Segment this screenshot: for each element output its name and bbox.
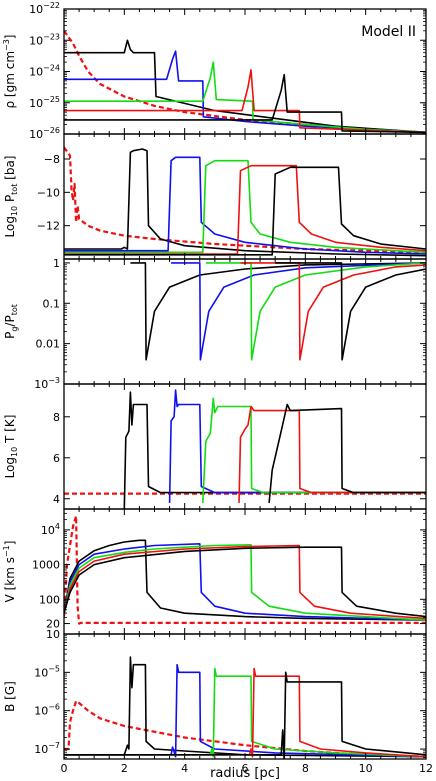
y-axis-label: V [km s−1] <box>2 541 17 603</box>
series-line-blue-2 <box>64 663 426 758</box>
series-line-initial-0 <box>64 700 426 758</box>
series-line-blue-1 <box>171 262 426 361</box>
y-tick-label: 4 <box>53 493 60 506</box>
series-line-initial-0 <box>64 514 426 625</box>
series-line-red-3 <box>240 262 426 361</box>
x-axis-label: radius [pc] <box>210 766 280 781</box>
y-axis-label: Log10 T [K] <box>3 415 19 479</box>
series-line-red-4 <box>64 544 426 620</box>
panel-pressure: −8 −10 −12 Log10 Ptot [ba] <box>3 133 427 260</box>
series-line-black-1 <box>64 539 426 621</box>
series-line-black-5 <box>268 403 426 503</box>
series-line-red-4 <box>64 69 426 134</box>
y-tick-label: 10−23 <box>29 32 60 47</box>
series-line-black-1 <box>64 656 426 758</box>
x-tick-label: 2 <box>121 762 128 775</box>
y-tick-label: −8 <box>44 153 60 166</box>
series-line-initial-0 <box>64 146 426 254</box>
y-axis-label: ρ [gm cm−3] <box>2 34 17 108</box>
y-axis-label: Log10 Ptot [ba] <box>3 155 19 237</box>
model-annotation: Model II <box>361 24 416 40</box>
panel-frame <box>63 383 427 510</box>
x-tick-label: 4 <box>181 762 188 775</box>
y-tick-label: 20 <box>46 618 60 631</box>
x-tick-label: 6 <box>242 762 249 775</box>
panel-series <box>64 656 426 759</box>
series-line-red-4 <box>238 405 426 503</box>
panel-frame <box>63 258 427 385</box>
y-tick-label: 100 <box>39 593 60 606</box>
series-line-black-1 <box>123 391 426 509</box>
y-tick-label: −12 <box>37 220 60 233</box>
y-axis-label: Pg/Ptot <box>3 304 19 339</box>
y-tick-label: 8 <box>53 411 60 424</box>
series-line-blue-2 <box>64 156 426 255</box>
series-line-black-5 <box>64 671 426 759</box>
panel-frame <box>63 133 427 260</box>
series-line-black-4 <box>275 262 426 361</box>
panel-series <box>130 262 426 361</box>
series-line-red-4 <box>64 667 426 758</box>
series-line-black-0 <box>130 262 426 361</box>
panel-pressure-ratio: 1 0.1 0.01 10−3 Pg/Ptot <box>3 257 427 391</box>
y-tick-label: 10−7 <box>34 741 60 756</box>
y-tick-label: 10−26 <box>29 126 60 141</box>
series-line-black-5 <box>64 166 426 256</box>
panel-temperature: 8 6 4 Log10 T [K] <box>3 383 427 510</box>
y-tick-label: 10−22 <box>29 1 60 16</box>
series-line-blue-2 <box>64 543 426 621</box>
panel-frame <box>63 633 427 760</box>
series-line-initial-0 <box>64 30 426 134</box>
panel-series <box>64 30 426 134</box>
series-line-green-3 <box>202 397 426 503</box>
y-axis-label: B [G] <box>3 681 17 712</box>
panel-series <box>64 146 426 257</box>
y-tick-label: 6 <box>53 452 60 465</box>
y-tick-label: 1 <box>53 257 60 270</box>
series-line-green-2 <box>205 262 426 361</box>
y-tick-label: 0.01 <box>36 338 61 351</box>
y-tick-label: −10 <box>37 186 60 199</box>
y-tick-label: 10−3 <box>34 376 60 391</box>
x-tick-label: 0 <box>61 762 68 775</box>
x-tick-label: 12 <box>419 762 433 775</box>
y-tick-label: 10 <box>46 628 60 641</box>
y-tick-label: 104 <box>41 522 60 537</box>
panel-density: 10−22 10−23 10−24 10−25 10−26 ρ [gm cm−3] <box>2 1 427 141</box>
y-tick-label: 10−6 <box>34 703 60 718</box>
panel-series <box>64 514 426 625</box>
series-line-green-3 <box>64 667 426 758</box>
y-tick-label: 10−24 <box>29 64 60 79</box>
y-tick-label: 1000 <box>32 559 60 572</box>
series-line-red-4 <box>64 164 426 255</box>
x-tick-label: 8 <box>302 762 309 775</box>
series-line-blue-2 <box>64 50 426 134</box>
series-line-green-3 <box>64 61 426 134</box>
y-tick-label: 0.1 <box>43 297 61 310</box>
series-line-black-1 <box>64 148 426 257</box>
series-line-black-5 <box>64 546 426 618</box>
series-line-black-5 <box>64 73 426 134</box>
panel-magnetic-field: 10−5 10−6 10−7 B [G] <box>3 633 427 760</box>
series-line-blue-2 <box>168 389 426 503</box>
series-line-green-3 <box>64 159 426 254</box>
panel-series <box>64 389 426 509</box>
x-tick-label: 10 <box>359 762 373 775</box>
series-line-black-1 <box>64 39 426 134</box>
y-tick-label: 10−25 <box>29 95 60 110</box>
series-line-green-3 <box>64 544 426 621</box>
y-tick-label: 10−5 <box>34 664 60 679</box>
